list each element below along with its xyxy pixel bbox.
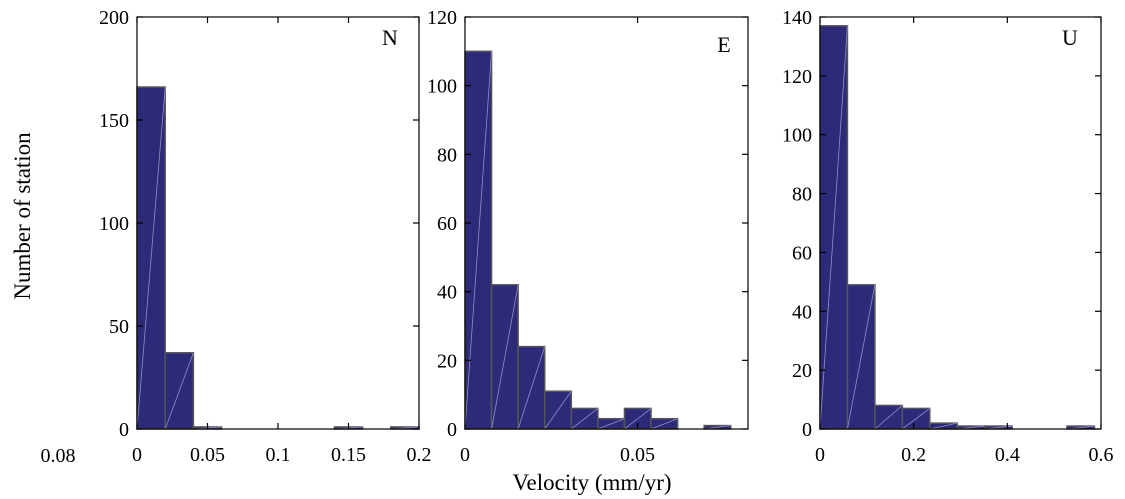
bar-hatch-u-4 — [929, 422, 958, 430]
bar-hatch-n-0 — [136, 87, 166, 430]
panel-n: 0 0.05 0.1 0.15 0.2 0 50 100 150 200 N — [99, 7, 432, 466]
y-tick-label-u-3: 60 — [792, 242, 812, 264]
y-tick-label-u-2: 40 — [792, 301, 812, 323]
y-tick-label-e-2: 40 — [437, 282, 457, 304]
x-axis-title: Velocity (mm/yr) — [512, 470, 671, 495]
bar-hatch-n-1 — [164, 352, 194, 430]
x-tick-label-e-1: 0.05 — [620, 444, 655, 466]
panel-e: 0 0.05 0 20 40 60 80 100 120 E — [427, 7, 749, 466]
x-tick-label-u-3: 0.6 — [1089, 444, 1114, 466]
bar-hatch-e-4 — [571, 408, 599, 430]
bar-hatch-e-7 — [650, 418, 678, 430]
y-tick-label-n-3: 150 — [99, 110, 129, 132]
panel-label-e: E — [717, 32, 730, 57]
x-tick-label-n-1: 0.05 — [190, 444, 225, 466]
bar-hatch-e-3 — [544, 391, 572, 430]
bar-hatch-e-1 — [491, 284, 519, 430]
panel-label-u: U — [1062, 25, 1078, 50]
x-tick-label-n-2: 0.1 — [266, 444, 291, 466]
bar-hatch-e-2 — [517, 346, 546, 430]
y-tick-label-n-0: 0 — [119, 419, 129, 441]
y-tick-label-u-7: 140 — [782, 7, 812, 29]
bar-hatch-u-0 — [819, 25, 848, 430]
axes-frame-u — [819, 16, 1102, 430]
bar-hatch-e-5 — [597, 418, 625, 430]
y-tick-label-n-1: 50 — [109, 316, 129, 338]
y-tick-label-e-0: 0 — [447, 419, 457, 441]
x-tick-label-n-4: 0.2 — [407, 444, 432, 466]
stray-tick-label: 0.08 — [41, 445, 76, 467]
y-tick-label-e-6: 120 — [427, 7, 457, 29]
x-tick-label-u-1: 0.2 — [901, 444, 926, 466]
bar-hatch-e-0 — [464, 51, 492, 430]
bar-hatch-e-6 — [624, 408, 652, 430]
y-tick-label-e-1: 20 — [437, 350, 457, 372]
x-tick-label-e-0: 0 — [460, 444, 470, 466]
bar-hatch-u-2 — [874, 405, 903, 430]
y-tick-label-e-4: 80 — [437, 144, 457, 166]
y-tick-label-u-6: 120 — [782, 66, 812, 88]
y-tick-label-u-4: 80 — [792, 184, 812, 206]
y-tick-label-e-5: 100 — [427, 76, 457, 98]
y-tick-label-n-2: 100 — [99, 213, 129, 235]
panel-label-n: N — [382, 25, 398, 50]
bar-hatch-u-3 — [902, 408, 931, 430]
y-tick-label-u-5: 100 — [782, 125, 812, 147]
y-axis-title: Number of station — [10, 132, 35, 300]
bar-hatch-u-1 — [847, 284, 876, 430]
y-tick-label-e-3: 60 — [437, 213, 457, 235]
y-tick-label-u-1: 20 — [792, 360, 812, 382]
panel-u: 0 0.2 0.4 0.6 0 20 40 60 80 100 120 140 U — [782, 7, 1114, 466]
x-tick-label-u-0: 0 — [815, 444, 825, 466]
x-tick-label-u-2: 0.4 — [995, 444, 1020, 466]
x-tick-label-n-0: 0 — [132, 444, 142, 466]
y-tick-label-u-0: 0 — [802, 419, 812, 441]
x-tick-label-n-3: 0.15 — [331, 444, 366, 466]
y-tick-label-n-4: 200 — [99, 7, 129, 29]
